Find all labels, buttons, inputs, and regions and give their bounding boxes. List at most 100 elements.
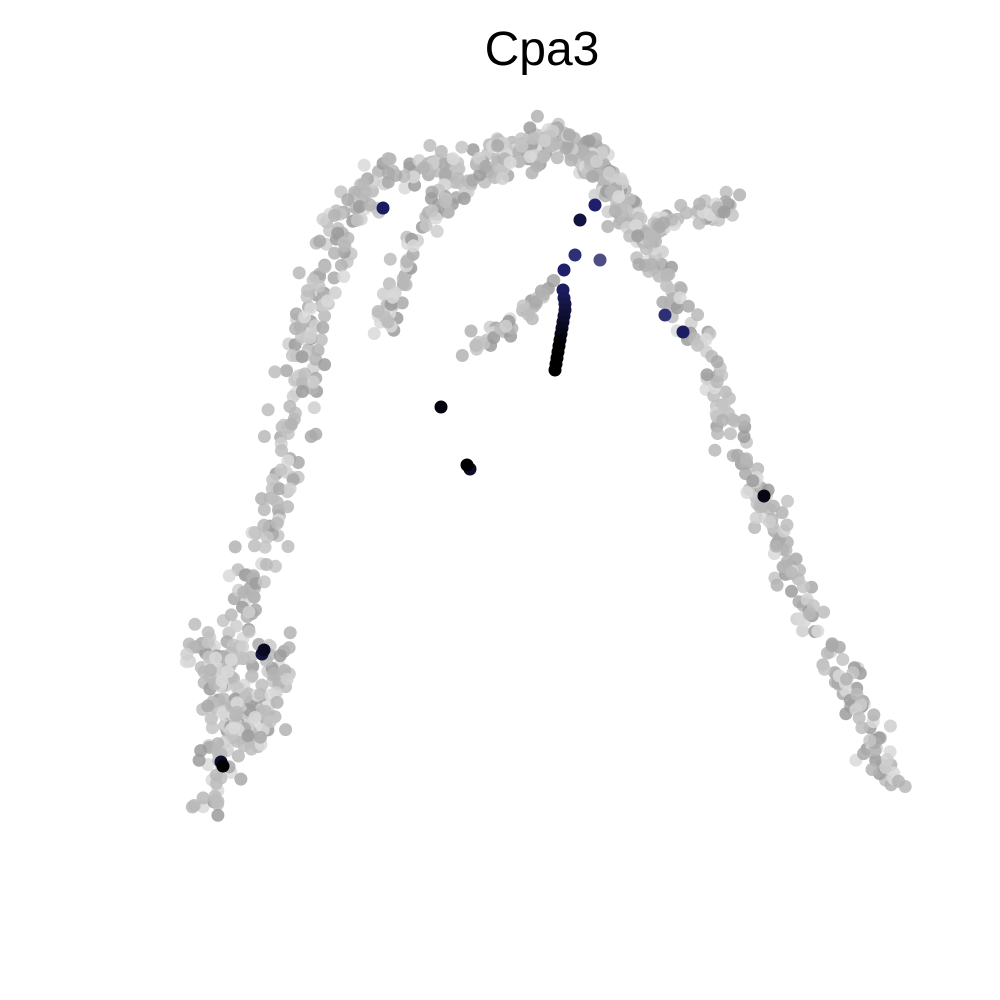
cell-point-right-arm: [770, 578, 784, 592]
expressing-cell-point: [593, 253, 607, 267]
cell-point-left-arm: [328, 246, 341, 260]
cell-point-top-cap: [523, 121, 537, 135]
cell-point-left-arm: [292, 266, 306, 280]
cell-point-right-arm: [632, 257, 646, 271]
cell-point-left-arm: [452, 162, 466, 176]
cell-point-left-arm: [255, 492, 269, 506]
expressing-cell-point: [552, 339, 566, 353]
cell-point-left-blob: [215, 674, 229, 688]
cell-point-right-arm: [880, 753, 894, 767]
cell-point-right-arm: [746, 474, 760, 488]
cell-point-left-arm: [274, 463, 288, 477]
cell-point-left-blob: [237, 739, 251, 753]
cell-point-left-blob: [258, 704, 272, 718]
cell-point-left-arm: [334, 258, 348, 272]
cell-point-left-arm: [353, 200, 366, 214]
cell-point-left-blob: [230, 696, 244, 710]
cell-point-left-blob: [234, 651, 248, 665]
cell-point-left-arm: [266, 491, 279, 505]
cell-point-left-arm: [281, 500, 295, 514]
cell-point-right-arm: [740, 486, 754, 499]
expressing-cell-point: [216, 759, 230, 773]
cell-point-right-arm: [825, 639, 839, 653]
cell-point-left-blob: [221, 665, 235, 679]
cell-point-left-arm: [328, 208, 341, 222]
cell-point-top-cap: [562, 128, 576, 142]
cell-point-top-cap: [550, 151, 564, 165]
cell-point-left-arm: [283, 482, 297, 496]
cell-point-left-arm: [321, 294, 334, 308]
cell-point-center-branch: [455, 349, 469, 362]
cell-point-left-inner-arm: [424, 192, 438, 206]
cell-point-left-arm: [327, 271, 341, 285]
cell-point-top-cap: [523, 150, 537, 164]
cell-point-left-blob: [254, 687, 268, 701]
cell-point-left-blob: [236, 640, 250, 654]
cell-point-left-arm: [407, 170, 421, 184]
cell-point-right-arm: [852, 711, 866, 725]
cell-point-left-blob: [282, 641, 296, 655]
cell-point-center-branch: [469, 338, 483, 352]
cell-point-right-arm: [737, 430, 751, 444]
cell-point-right-arm: [766, 499, 780, 513]
cell-point-right-arm: [840, 672, 853, 686]
cell-point-top-cap: [582, 134, 596, 148]
cell-point-right-arm: [796, 624, 810, 638]
cell-point-left-arm: [224, 608, 238, 622]
cell-point-left-arm: [301, 284, 314, 298]
cell-point-right-arm: [865, 763, 879, 776]
cell-point-right-arm: [811, 624, 825, 638]
cell-point-right-arm: [708, 443, 722, 457]
cell-point-left-arm: [295, 385, 309, 398]
cell-point-right-arm: [784, 566, 798, 580]
expressing-cell-point: [588, 198, 602, 212]
cell-point-left-arm: [258, 540, 272, 554]
cell-point-left-arm: [187, 799, 201, 812]
cell-point-left-arm: [260, 558, 273, 571]
cell-point-left-arm: [382, 166, 396, 180]
cell-point-left-arm: [328, 286, 342, 300]
cell-point-left-blob: [224, 653, 238, 667]
cell-point-left-arm: [194, 744, 208, 758]
cell-point-left-arm: [306, 375, 320, 389]
cell-point-right-arm: [612, 190, 626, 204]
cell-point-left-arm: [248, 539, 261, 553]
cell-point-top-cap: [515, 139, 529, 153]
cell-point-left-arm: [314, 333, 328, 347]
expressing-cell-point: [434, 400, 448, 414]
cell-point-left-arm: [350, 213, 364, 227]
cell-point-center-branch: [522, 308, 535, 322]
cell-point-left-arm: [434, 145, 448, 158]
cell-point-left-arm: [229, 619, 243, 633]
cell-point-left-arm: [338, 239, 352, 253]
cell-point-left-blob: [201, 699, 215, 713]
cell-point-right-arm: [608, 204, 622, 218]
cell-point-left-blob: [267, 667, 281, 680]
expressing-cell-point: [376, 201, 390, 215]
cell-point-right-spur: [657, 216, 671, 230]
cell-point-right-arm: [836, 653, 850, 666]
cell-point-center-branch: [537, 287, 551, 301]
cell-point-left-blob: [283, 626, 297, 640]
cell-point-left-arm: [217, 692, 230, 706]
expressing-cell-point: [568, 248, 582, 262]
cell-point-right-arm: [892, 774, 905, 788]
cell-point-left-arm: [257, 503, 271, 517]
cell-point-right-spur: [629, 219, 643, 233]
cell-point-left-arm: [337, 270, 351, 283]
cell-point-left-arm: [257, 575, 271, 589]
cell-point-right-arm: [673, 291, 687, 305]
cell-point-left-arm: [381, 152, 395, 166]
cell-point-top-cap: [479, 159, 493, 173]
cell-point-left-inner-arm: [400, 255, 414, 269]
cell-point-left-arm: [356, 177, 370, 191]
cell-point-left-arm: [304, 301, 318, 315]
cell-point-top-cap: [549, 136, 563, 150]
expressing-cell-point: [557, 263, 571, 277]
cell-point-left-arm: [284, 417, 298, 431]
cell-point-right-arm: [883, 719, 897, 733]
cell-point-left-arm: [242, 605, 256, 619]
cell-point-left-blob: [227, 721, 241, 735]
cell-point-right-arm: [839, 707, 853, 721]
